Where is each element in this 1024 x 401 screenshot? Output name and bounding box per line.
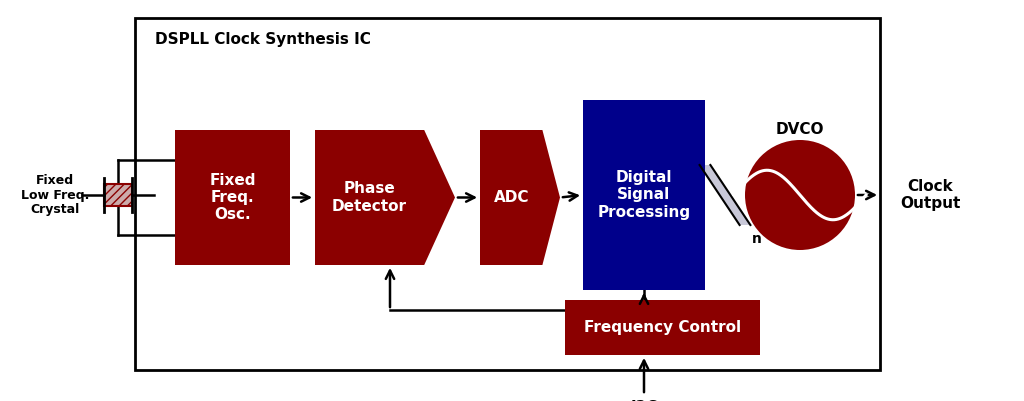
Bar [583, 100, 705, 290]
Text: Fixed
Freq.
Osc.: Fixed Freq. Osc. [209, 172, 256, 223]
Text: n: n [752, 232, 762, 246]
Polygon shape [480, 130, 560, 265]
Bar [104, 184, 132, 206]
Bar [565, 300, 760, 355]
Text: Clock
Output: Clock Output [900, 179, 961, 211]
Text: ADC: ADC [494, 190, 529, 205]
Bar [135, 18, 880, 370]
Text: DSPLL Clock Synthesis IC: DSPLL Clock Synthesis IC [155, 32, 371, 47]
Polygon shape [315, 130, 455, 265]
Polygon shape [699, 165, 751, 225]
Bar [175, 130, 290, 265]
Text: Frequency Control: Frequency Control [584, 320, 741, 335]
Ellipse shape [745, 140, 855, 250]
Text: Phase
Detector: Phase Detector [332, 181, 408, 214]
Text: Fixed
Low Freq.
Crystal: Fixed Low Freq. Crystal [20, 174, 89, 217]
Text: Digital
Signal
Processing: Digital Signal Processing [597, 170, 690, 220]
Text: I2C: I2C [630, 400, 657, 401]
Text: DVCO: DVCO [776, 122, 824, 138]
